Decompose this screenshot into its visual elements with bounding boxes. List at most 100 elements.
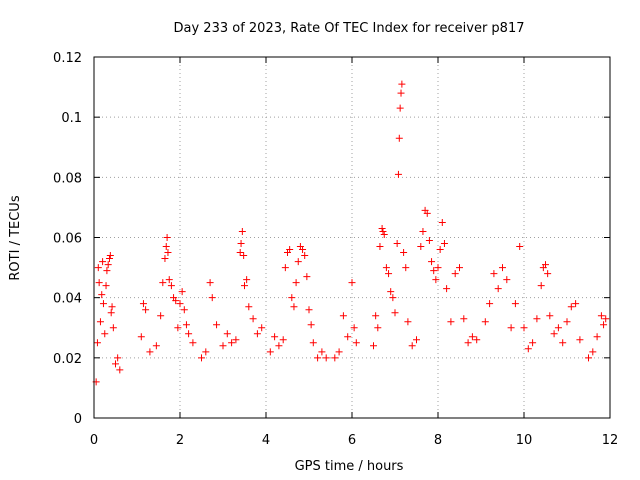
data-point [219, 342, 227, 350]
data-point [99, 300, 107, 308]
data-point [350, 324, 358, 332]
data-point [275, 342, 283, 350]
data-point [198, 354, 205, 362]
data-point [206, 279, 214, 287]
data-point [245, 303, 253, 311]
data-point [142, 306, 150, 314]
data-point [352, 339, 360, 347]
data-point [167, 282, 175, 290]
data-point [172, 297, 180, 305]
data-point [419, 227, 427, 235]
data-point [425, 237, 433, 245]
data-point [567, 303, 575, 311]
y-tick-label: 0.02 [53, 352, 82, 367]
data-point [240, 252, 248, 260]
data-point [559, 339, 567, 347]
y-tick-labels: 0 0.02 0.04 0.06 0.08 0.1 0.12 [53, 51, 82, 427]
data-point [266, 348, 274, 356]
data-point [372, 312, 380, 320]
data-point [572, 300, 580, 308]
data-point [593, 333, 601, 341]
data-point [379, 227, 387, 235]
data-point [546, 312, 554, 320]
data-point [164, 249, 172, 257]
y-tick-label: 0.08 [53, 171, 82, 186]
data-point [516, 243, 524, 251]
data-point [94, 264, 102, 272]
data-point [436, 246, 444, 254]
data-point [223, 330, 231, 338]
y-tick-label: 0.12 [53, 51, 82, 66]
data-point [374, 324, 382, 332]
data-point [208, 294, 216, 302]
data-point [146, 348, 154, 356]
data-point [106, 252, 114, 260]
data-point [456, 264, 463, 272]
data-point [299, 246, 307, 254]
data-point [542, 261, 549, 269]
data-point [105, 255, 113, 263]
data-point [98, 291, 106, 299]
data-point [413, 336, 420, 344]
data-point [397, 89, 405, 97]
y-axis-label: ROTI / TECUs [8, 195, 23, 280]
data-point [417, 243, 425, 251]
data-point [288, 294, 296, 302]
data-point [398, 80, 406, 88]
x-tick-label: 0 [90, 433, 98, 448]
data-point [563, 318, 571, 326]
data-point [393, 240, 401, 248]
data-point [402, 264, 410, 272]
data-point [281, 264, 289, 272]
data-point [286, 246, 294, 254]
data-point [237, 240, 245, 248]
data-point [93, 339, 101, 347]
data-point [161, 255, 169, 263]
data-point [544, 270, 552, 278]
data-point [499, 264, 506, 272]
data-point [524, 345, 532, 353]
data-point [529, 339, 537, 347]
data-point [387, 288, 395, 296]
data-point [241, 282, 248, 290]
data-point [507, 324, 515, 332]
data-point [395, 134, 403, 142]
data-point [109, 324, 117, 332]
data-point [271, 333, 279, 341]
data-point [236, 249, 244, 257]
data-point [178, 288, 186, 296]
data-point [511, 300, 519, 308]
data-point [116, 366, 124, 374]
data-point [112, 360, 119, 368]
data-point [533, 315, 541, 323]
data-point [331, 354, 339, 362]
data-point [389, 294, 397, 302]
data-point [396, 104, 404, 112]
data-point [307, 321, 315, 329]
data-point [600, 321, 608, 329]
x-axis-label: GPS time / hours [295, 459, 404, 474]
data-point [602, 315, 610, 323]
data-point [318, 348, 326, 356]
data-point [344, 333, 352, 341]
data-point [103, 267, 111, 275]
data-point [322, 354, 330, 362]
data-point [107, 309, 115, 317]
data-point [451, 270, 459, 278]
data-point [228, 339, 236, 347]
data-point [213, 321, 221, 329]
chart-title: Day 233 of 2023, Rate Of TEC Index for r… [174, 21, 525, 36]
data-point [162, 243, 170, 251]
data-point [589, 348, 597, 356]
data-point [279, 336, 287, 344]
grid [94, 57, 610, 418]
data-point [104, 261, 112, 269]
data-point [380, 230, 388, 238]
data-point [301, 252, 309, 260]
data-point [157, 312, 165, 320]
data-point [258, 324, 266, 332]
data-point [440, 240, 448, 248]
data-point [294, 258, 302, 266]
data-point [202, 348, 210, 356]
